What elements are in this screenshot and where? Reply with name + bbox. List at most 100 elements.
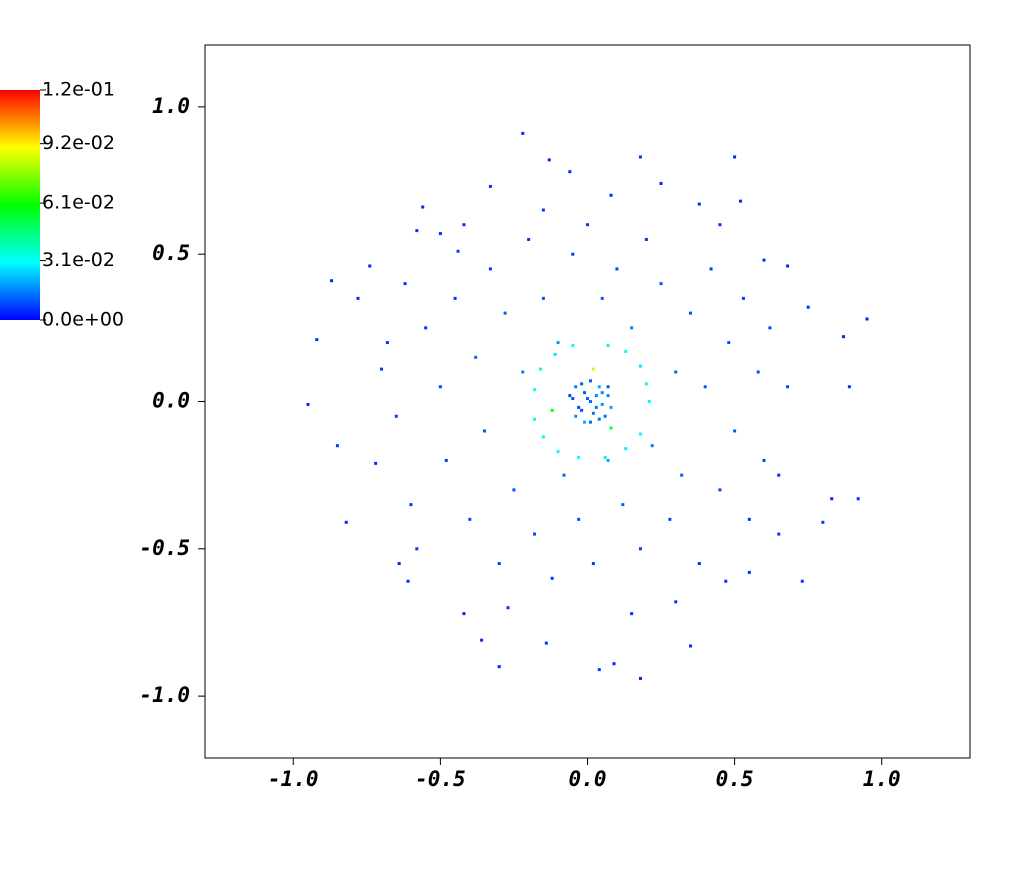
point [580, 382, 584, 386]
point [583, 420, 587, 424]
point [415, 229, 419, 233]
point [574, 385, 578, 389]
point [533, 417, 537, 421]
point [488, 267, 492, 271]
point [468, 517, 472, 521]
point [571, 344, 575, 348]
point [786, 264, 790, 268]
point [406, 579, 410, 583]
point [638, 676, 642, 680]
point [521, 131, 525, 135]
point [800, 579, 804, 583]
point [597, 417, 601, 421]
point [841, 335, 845, 339]
point [733, 155, 737, 159]
point [624, 349, 628, 353]
point [424, 326, 428, 330]
y-tick-label: 0.5 [152, 241, 190, 265]
point [588, 420, 592, 424]
point [397, 562, 401, 566]
point [409, 503, 413, 507]
point [483, 429, 487, 433]
point [394, 414, 398, 418]
point [786, 385, 790, 389]
point [586, 397, 589, 401]
point [556, 450, 560, 454]
point [497, 562, 501, 566]
point [538, 367, 542, 371]
x-tick-label: -1.0 [268, 767, 319, 791]
point [777, 473, 781, 477]
point [777, 532, 781, 536]
point [659, 181, 663, 185]
point [680, 473, 684, 477]
point [609, 193, 613, 197]
point [856, 497, 860, 501]
y-tick-label: 1.0 [152, 94, 190, 118]
point [688, 311, 692, 315]
point [597, 668, 601, 672]
point [415, 547, 419, 551]
point [374, 461, 378, 465]
point [674, 370, 678, 374]
colorbar-label: 9.2e-02 [42, 132, 115, 154]
point [600, 391, 604, 395]
point [594, 405, 598, 409]
point [703, 385, 707, 389]
point [438, 385, 442, 389]
x-tick-label: 0.5 [716, 767, 754, 791]
point [380, 367, 384, 371]
colorbar-label: 6.1e-02 [42, 192, 115, 214]
point [444, 458, 448, 462]
point [571, 252, 575, 256]
point [621, 503, 625, 507]
point [335, 444, 339, 448]
colorbar-label: 0.0e+00 [42, 309, 124, 331]
point [550, 576, 554, 580]
point [762, 458, 766, 462]
point [674, 600, 678, 604]
point [644, 382, 648, 386]
x-tick-label: -0.5 [415, 767, 466, 791]
point [630, 326, 634, 330]
point [638, 364, 642, 368]
point [612, 662, 616, 666]
point [527, 237, 531, 241]
point [306, 402, 310, 406]
point [668, 517, 672, 521]
point [747, 570, 751, 574]
point [568, 394, 572, 398]
y-tick-label: 0.0 [152, 389, 190, 413]
point [533, 388, 537, 392]
point [727, 341, 731, 345]
x-tick-label: 1.0 [863, 767, 901, 791]
point [480, 638, 484, 642]
point [488, 184, 492, 188]
point [521, 370, 525, 374]
point [533, 532, 537, 536]
point [650, 444, 654, 448]
point [591, 411, 595, 415]
point [591, 367, 595, 371]
point [568, 170, 572, 174]
point [718, 223, 722, 227]
point [606, 458, 610, 462]
point [547, 158, 551, 162]
plot-frame [204, 44, 971, 759]
point [506, 606, 510, 610]
point [541, 296, 545, 300]
point [577, 517, 581, 521]
point [474, 355, 478, 359]
point [588, 379, 592, 383]
point [597, 385, 601, 389]
point [724, 579, 728, 583]
point [638, 547, 642, 551]
point [586, 223, 589, 227]
y-tick-label: -0.5 [139, 536, 190, 560]
point [697, 202, 701, 206]
point [438, 232, 442, 236]
point [847, 385, 851, 389]
point [344, 520, 348, 524]
point [583, 391, 587, 395]
